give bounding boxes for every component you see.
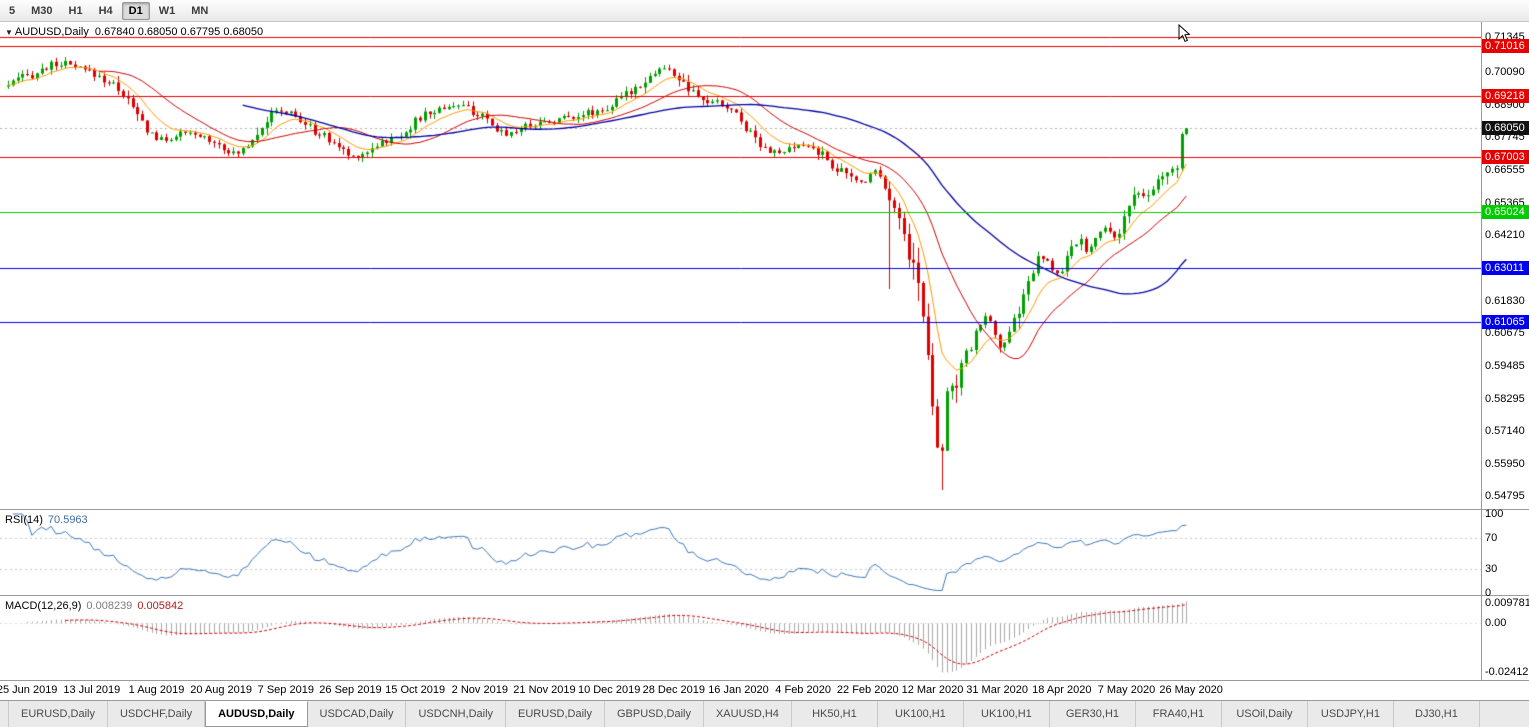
timeframe-button-d1[interactable]: D1 [121, 1, 150, 20]
timeframe-button-5[interactable]: 5 [9, 4, 16, 17]
date-label: 12 Mar 2020 [901, 684, 964, 696]
date-label: 10 Dec 2019 [577, 684, 641, 696]
rsi-tick: 70 [1485, 531, 1498, 544]
timeframe-button-m30[interactable]: M30 [31, 4, 53, 17]
timeframe-button-mn[interactable]: MN [191, 4, 209, 17]
symbol-name: AUDUSD,Daily [14, 26, 89, 38]
date-label: 28 Dec 2019 [642, 684, 705, 696]
rsi-tick: 0 [1485, 587, 1492, 599]
price-tick: 0.64210 [1485, 228, 1525, 241]
tab-ger30-h1[interactable]: GER30,H1 [1050, 701, 1136, 727]
macd-tick: -0.02412 [1485, 666, 1529, 679]
tab-fra40-h1[interactable]: FRA40,H1 [1136, 701, 1222, 727]
tab-usdcnh-daily[interactable]: USDCNH,Daily [406, 701, 507, 727]
rsi-axis[interactable]: 100 70 30 0 [1481, 508, 1529, 599]
tab-eurusd-daily[interactable]: EURUSD,Daily [506, 701, 605, 727]
price-tick: 0.58295 [1485, 392, 1525, 405]
tab-xauusd-h4[interactable]: XAUUSD,H4 [704, 701, 792, 727]
rsi-panel: RSI(14) 70.5963 100 70 30 0 [0, 508, 1529, 599]
price-level-badge: 0.69218 [1482, 88, 1529, 103]
price-tick: 0.61830 [1485, 294, 1525, 307]
price-level-badge: 0.63011 [1482, 260, 1529, 275]
price-tick: 0.66555 [1485, 163, 1525, 176]
timeframe-button-h1[interactable]: H1 [68, 4, 83, 17]
price-chart-panel: ▼ AUDUSD,Daily 0.67840 0.68050 0.67795 0.6… [0, 22, 1529, 510]
price-axis[interactable]: 0.71345 0.70090 0.68900 0.67745 0.66555 0.653… [1481, 22, 1529, 509]
price-tick: 0.57140 [1485, 424, 1525, 437]
price-tick: 0.55950 [1485, 457, 1525, 470]
date-label: 21 Nov 2019 [513, 684, 576, 696]
macd-canvas[interactable] [0, 596, 1481, 681]
price-tick: 0.70090 [1485, 65, 1525, 78]
date-label: 18 Apr 2020 [1032, 684, 1092, 696]
date-label: 20 Aug 2019 [190, 684, 253, 696]
date-label: 2 Nov 2019 [451, 684, 508, 696]
timeframe-button-w1[interactable]: W1 [158, 4, 176, 17]
rsi-tick: 30 [1485, 563, 1498, 576]
timeframe-button-h4[interactable]: H4 [98, 4, 113, 17]
tab-eurusd-daily[interactable]: EURUSD,Daily [8, 701, 108, 727]
rsi-canvas[interactable] [0, 510, 1481, 596]
tab-usdjpy-h1[interactable]: USDJPY,H1 [1308, 701, 1394, 727]
macd-main-value: 0.008239 [86, 600, 133, 612]
price-tick: 0.54795 [1485, 489, 1525, 502]
price-tick: 0.59485 [1485, 359, 1525, 372]
date-label: 16 Jan 2020 [708, 684, 769, 696]
price-level-badge: 0.71016 [1482, 38, 1529, 53]
tab-dj30-h1[interactable]: DJ30,H1 [1394, 701, 1480, 727]
macd-panel: MACD(12,26,9) 0.008239 0.005842 0.009781 0.… [0, 596, 1529, 681]
tab-usdchf-daily[interactable]: USDCHF,Daily [108, 701, 206, 727]
tab-usdcad-daily[interactable]: USDCAD,Daily [308, 701, 407, 727]
tab-audusd-daily[interactable]: AUDUSD,Daily [205, 701, 308, 727]
price-level-badge: 0.67003 [1482, 150, 1529, 165]
mouse-cursor [1178, 24, 1191, 43]
tab-uk100-h1[interactable]: UK100,H1 [964, 701, 1050, 727]
date-label: 22 Feb 2020 [836, 684, 899, 696]
price-level-badge: 0.65024 [1482, 205, 1529, 220]
date-label: 1 Aug 2019 [128, 684, 185, 696]
current-price-badge: 0.68050 [1482, 121, 1529, 136]
rsi-tick: 100 [1485, 508, 1504, 520]
tab-usoil-daily[interactable]: USOil,Daily [1222, 701, 1308, 727]
tab-hk50-h1[interactable]: HK50,H1 [792, 701, 878, 727]
date-label: 7 May 2020 [1097, 684, 1156, 696]
macd-signal-value: 0.005842 [137, 600, 184, 612]
date-label: 7 Sep 2019 [257, 684, 314, 696]
date-label: 15 Oct 2019 [385, 684, 446, 696]
rsi-name: RSI(14) [5, 514, 43, 526]
price-chart-canvas[interactable] [0, 22, 1481, 510]
rsi-value: 70.5963 [47, 514, 88, 526]
date-label: 25 Jun 2019 [0, 684, 58, 696]
chart-marker-icon: ▼ [5, 28, 13, 37]
rsi-label: RSI(14) 70.5963 [5, 514, 88, 526]
date-axis[interactable]: 25 Jun 2019 13 Jul 2019 1 Aug 2019 20 Aug 2… [0, 681, 1529, 701]
macd-name: MACD(12,26,9) [5, 600, 82, 612]
price-level-badge: 0.61065 [1482, 314, 1529, 329]
tab-gbpusd-daily[interactable]: GBPUSD,Daily [605, 701, 704, 727]
tab-uk100-h1[interactable]: UK100,H1 [878, 701, 964, 727]
date-label: 26 Sep 2019 [319, 684, 382, 696]
chart-symbol-ohlc: ▼ AUDUSD,Daily 0.67840 0.68050 0.67795 0.6… [5, 26, 263, 38]
price-tick: 0.60675 [1485, 326, 1525, 339]
date-label: 4 Feb 2020 [775, 684, 831, 696]
chart-tab-bar: EURUSD,Daily USDCHF,Daily AUDUSD,Daily USDC… [0, 701, 1529, 727]
macd-tick: 0.009781 [1485, 597, 1529, 610]
date-label: 13 Jul 2019 [63, 684, 121, 696]
macd-label: MACD(12,26,9) 0.008239 0.005842 [5, 600, 183, 612]
timeframe-toolbar: 5 M30 H1 H4 D1 W1 MN [0, 0, 1529, 22]
ohlc-values: 0.67840 0.68050 0.67795 0.68050 [94, 26, 264, 38]
macd-axis[interactable]: 0.009781 0.00 -0.02412 [1481, 596, 1529, 680]
macd-tick: 0.00 [1485, 617, 1507, 630]
date-label: 26 May 2020 [1159, 684, 1223, 696]
date-label: 31 Mar 2020 [966, 684, 1029, 696]
